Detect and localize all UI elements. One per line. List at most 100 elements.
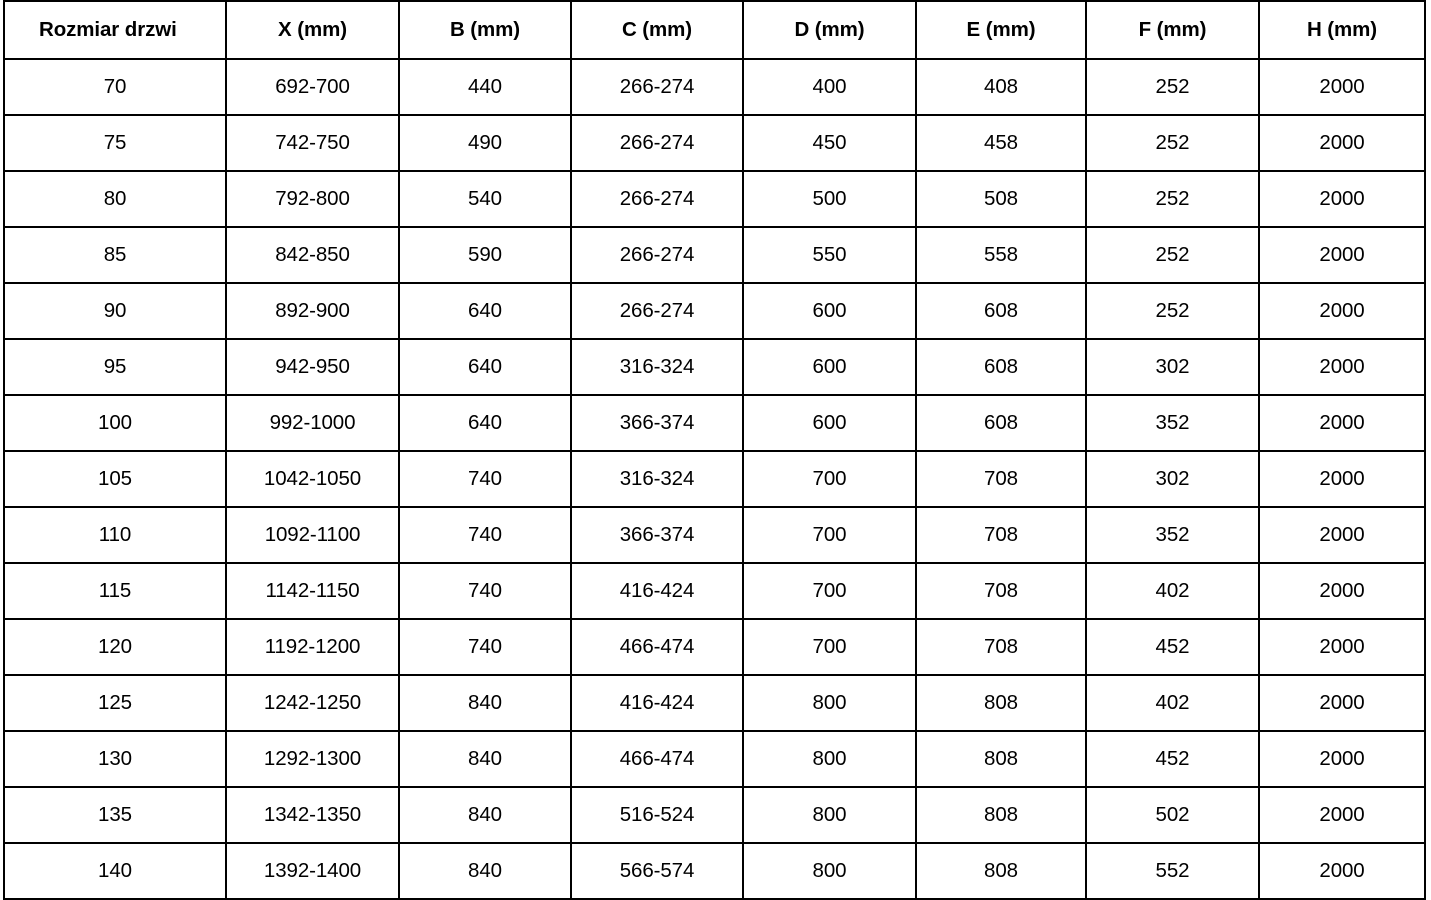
column-header-door-size: Rozmiar drzwi <box>3 0 227 60</box>
cell-value: 742-750 <box>225 114 400 172</box>
cell-value: 840 <box>398 842 572 900</box>
cell-value: 792-800 <box>225 170 400 228</box>
cell-value: 1342-1350 <box>225 786 400 844</box>
cell-value: 466-474 <box>570 618 744 676</box>
column-header-b: B (mm) <box>398 0 572 60</box>
table-row: 115 1142-1150 740 416-424 700 708 402 2000 <box>3 562 1426 620</box>
cell-value: 1242-1250 <box>225 674 400 732</box>
column-header-d: D (mm) <box>742 0 917 60</box>
cell-value: 600 <box>742 394 917 452</box>
cell-door-size: 80 <box>3 170 227 228</box>
cell-value: 840 <box>398 674 572 732</box>
table-row: 105 1042-1050 740 316-324 700 708 302 2000 <box>3 450 1426 508</box>
cell-door-size: 125 <box>3 674 227 732</box>
cell-value: 608 <box>915 338 1087 396</box>
cell-value: 1142-1150 <box>225 562 400 620</box>
cell-value: 640 <box>398 338 572 396</box>
cell-value: 2000 <box>1258 114 1426 172</box>
cell-value: 416-424 <box>570 562 744 620</box>
cell-value: 508 <box>915 170 1087 228</box>
cell-value: 266-274 <box>570 226 744 284</box>
cell-value: 1192-1200 <box>225 618 400 676</box>
cell-value: 2000 <box>1258 394 1426 452</box>
table-row: 120 1192-1200 740 466-474 700 708 452 2000 <box>3 618 1426 676</box>
cell-value: 608 <box>915 394 1087 452</box>
cell-value: 740 <box>398 618 572 676</box>
cell-value: 458 <box>915 114 1087 172</box>
column-header-x: X (mm) <box>225 0 400 60</box>
cell-value: 800 <box>742 786 917 844</box>
cell-value: 316-324 <box>570 450 744 508</box>
cell-value: 600 <box>742 338 917 396</box>
cell-value: 2000 <box>1258 730 1426 788</box>
table-row: 75 742-750 490 266-274 450 458 252 2000 <box>3 114 1426 172</box>
cell-value: 808 <box>915 786 1087 844</box>
cell-value: 840 <box>398 786 572 844</box>
cell-door-size: 120 <box>3 618 227 676</box>
cell-value: 2000 <box>1258 506 1426 564</box>
cell-value: 600 <box>742 282 917 340</box>
column-header-h: H (mm) <box>1258 0 1426 60</box>
cell-value: 302 <box>1085 450 1260 508</box>
cell-value: 550 <box>742 226 917 284</box>
table-row: 110 1092-1100 740 366-374 700 708 352 2000 <box>3 506 1426 564</box>
cell-value: 700 <box>742 618 917 676</box>
cell-value: 566-574 <box>570 842 744 900</box>
cell-door-size: 75 <box>3 114 227 172</box>
cell-value: 516-524 <box>570 786 744 844</box>
cell-value: 2000 <box>1258 282 1426 340</box>
cell-value: 490 <box>398 114 572 172</box>
cell-value: 352 <box>1085 394 1260 452</box>
cell-value: 2000 <box>1258 338 1426 396</box>
cell-value: 266-274 <box>570 114 744 172</box>
cell-door-size: 110 <box>3 506 227 564</box>
cell-door-size: 95 <box>3 338 227 396</box>
cell-door-size: 140 <box>3 842 227 900</box>
cell-value: 540 <box>398 170 572 228</box>
cell-value: 416-424 <box>570 674 744 732</box>
cell-value: 708 <box>915 506 1087 564</box>
cell-value: 608 <box>915 282 1087 340</box>
table-row: 100 992-1000 640 366-374 600 608 352 2000 <box>3 394 1426 452</box>
cell-value: 440 <box>398 58 572 116</box>
cell-value: 252 <box>1085 58 1260 116</box>
cell-value: 2000 <box>1258 562 1426 620</box>
cell-value: 266-274 <box>570 170 744 228</box>
cell-value: 408 <box>915 58 1087 116</box>
table-row: 140 1392-1400 840 566-574 800 808 552 2000 <box>3 842 1426 900</box>
cell-value: 640 <box>398 394 572 452</box>
cell-value: 252 <box>1085 226 1260 284</box>
cell-value: 708 <box>915 450 1087 508</box>
cell-value: 1042-1050 <box>225 450 400 508</box>
door-dimensions-table: Rozmiar drzwi X (mm) B (mm) C (mm) D (mm… <box>3 0 1426 900</box>
cell-value: 842-850 <box>225 226 400 284</box>
cell-door-size: 130 <box>3 730 227 788</box>
table-row: 130 1292-1300 840 466-474 800 808 452 2000 <box>3 730 1426 788</box>
cell-value: 400 <box>742 58 917 116</box>
cell-value: 2000 <box>1258 786 1426 844</box>
cell-value: 2000 <box>1258 450 1426 508</box>
cell-value: 266-274 <box>570 282 744 340</box>
cell-value: 452 <box>1085 618 1260 676</box>
cell-value: 808 <box>915 674 1087 732</box>
column-header-c: C (mm) <box>570 0 744 60</box>
cell-value: 800 <box>742 842 917 900</box>
cell-value: 640 <box>398 282 572 340</box>
cell-value: 590 <box>398 226 572 284</box>
cell-value: 450 <box>742 114 917 172</box>
table-row: 80 792-800 540 266-274 500 508 252 2000 <box>3 170 1426 228</box>
cell-door-size: 135 <box>3 786 227 844</box>
cell-value: 808 <box>915 842 1087 900</box>
cell-value: 402 <box>1085 674 1260 732</box>
table-header: Rozmiar drzwi X (mm) B (mm) C (mm) D (mm… <box>3 0 1426 60</box>
cell-value: 2000 <box>1258 674 1426 732</box>
cell-value: 252 <box>1085 170 1260 228</box>
cell-value: 366-374 <box>570 506 744 564</box>
cell-value: 692-700 <box>225 58 400 116</box>
cell-value: 402 <box>1085 562 1260 620</box>
cell-value: 1092-1100 <box>225 506 400 564</box>
cell-value: 840 <box>398 730 572 788</box>
cell-value: 2000 <box>1258 618 1426 676</box>
cell-value: 992-1000 <box>225 394 400 452</box>
cell-value: 302 <box>1085 338 1260 396</box>
